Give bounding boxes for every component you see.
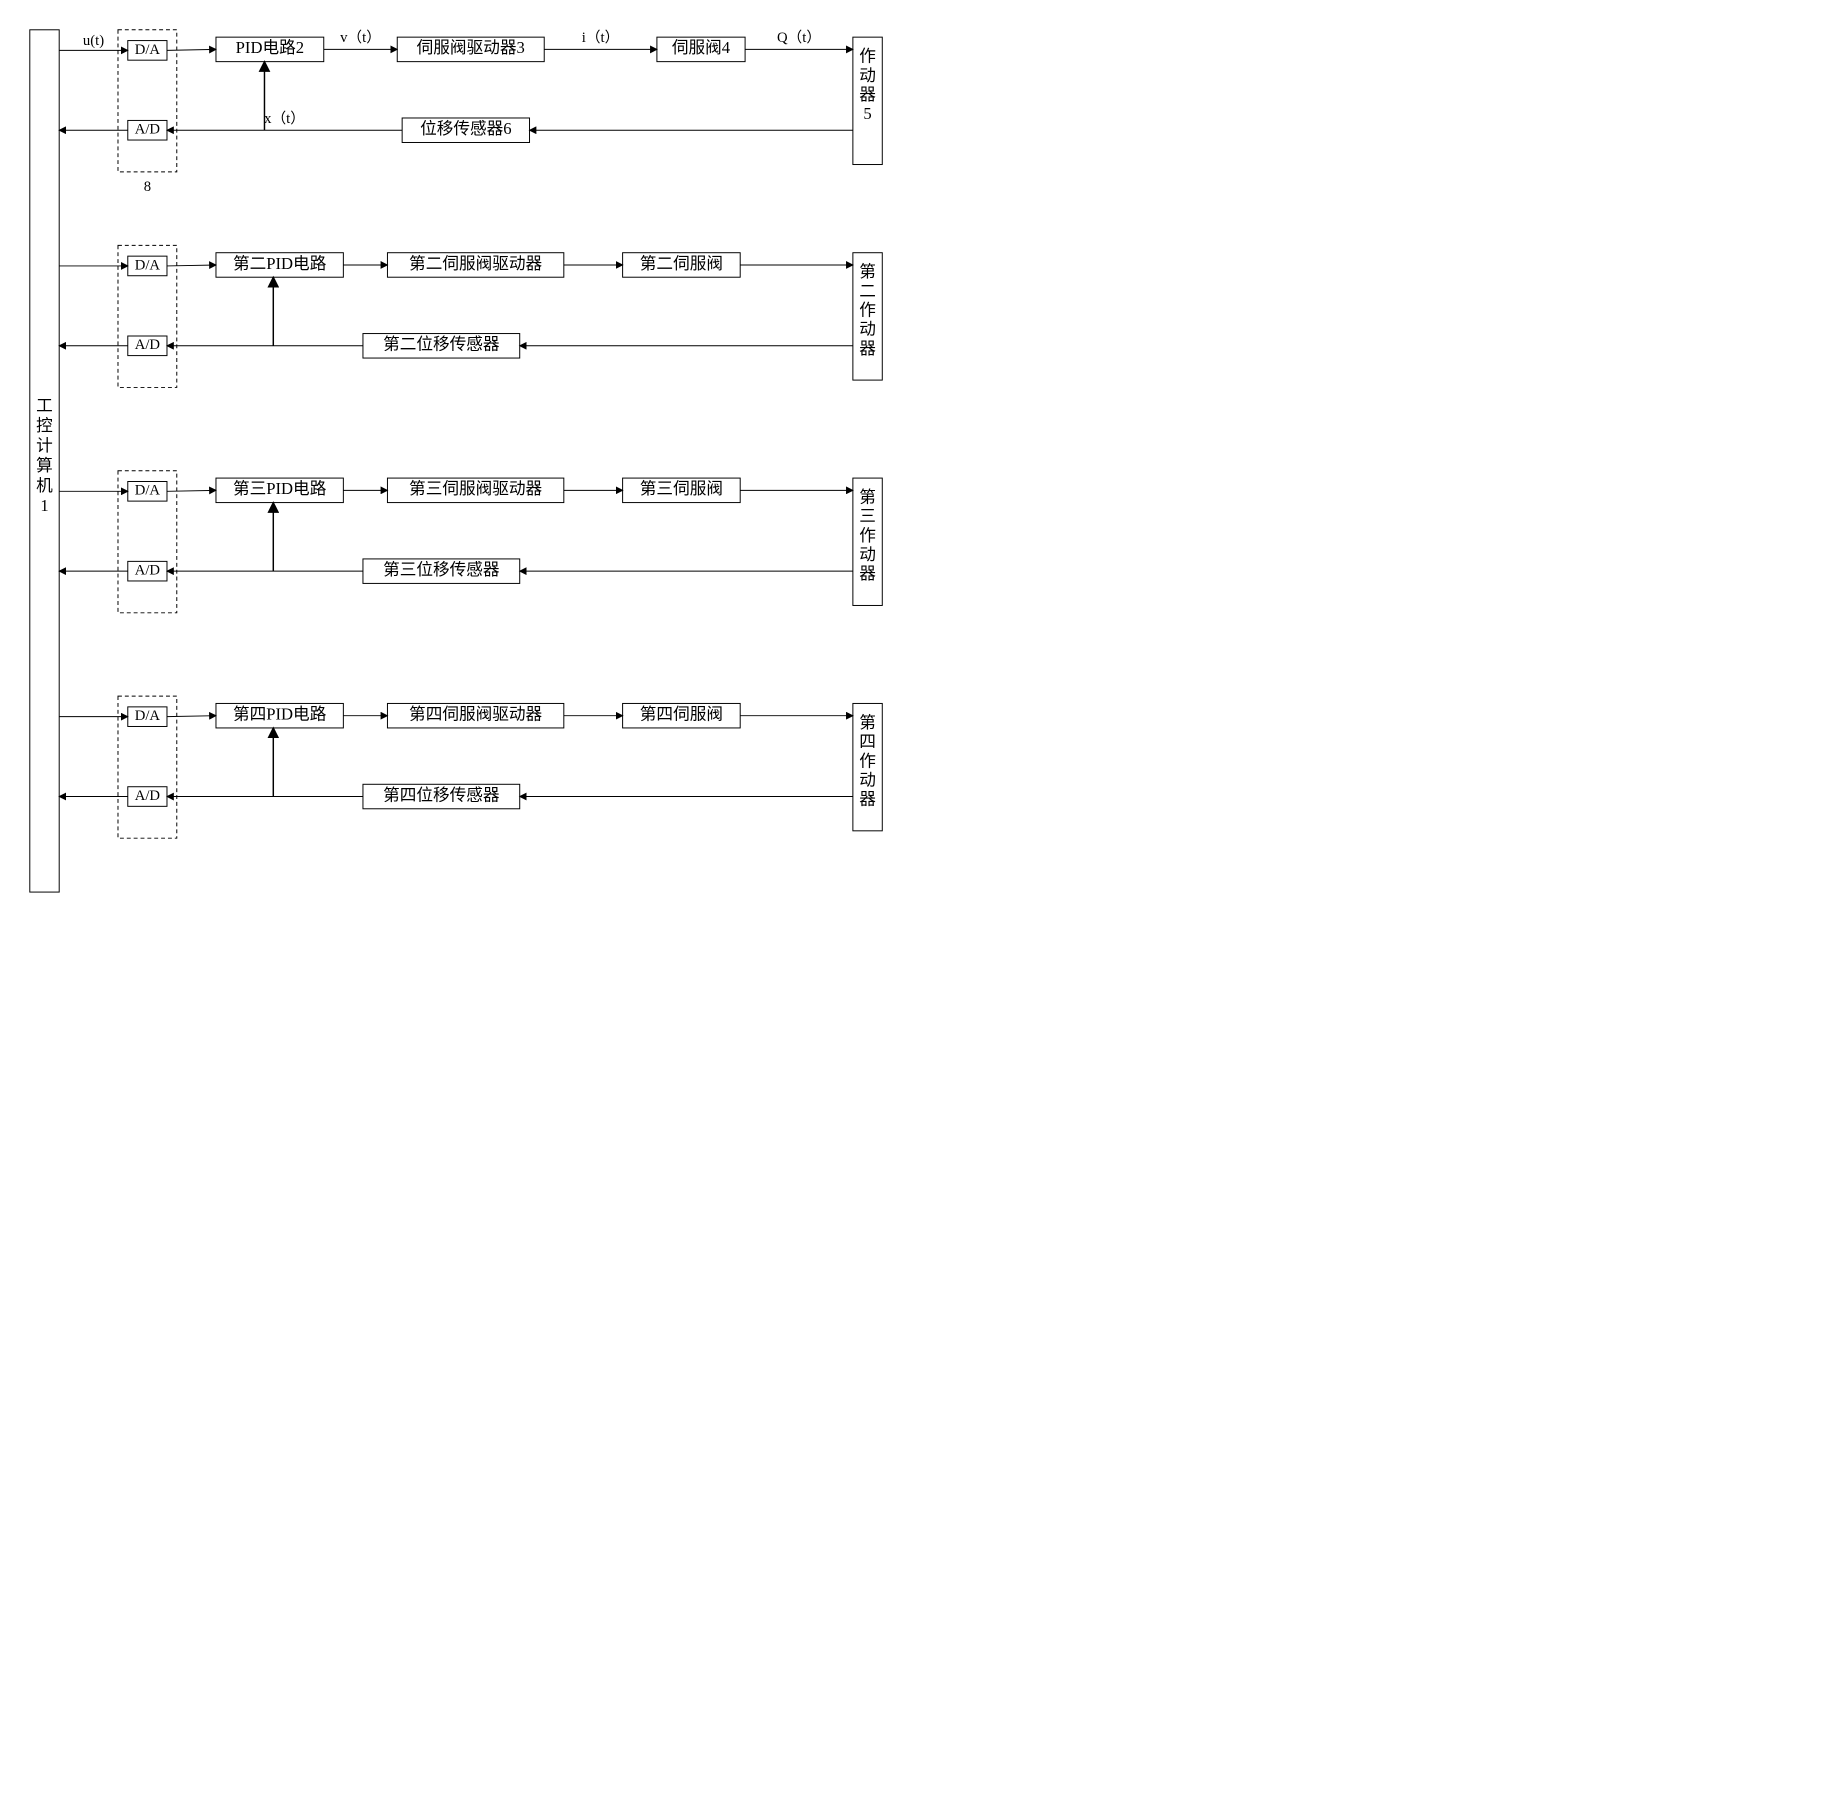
actuator-label-4-2: 作 <box>859 751 876 770</box>
pid-label-4: 第四PID电路 <box>233 705 327 724</box>
pid-label-2: 第二PID电路 <box>233 254 327 273</box>
valve-label-2: 第二伺服阀 <box>640 254 723 273</box>
arrow-da-pid-4 <box>167 716 216 717</box>
actuator-label-1-0: 作 <box>859 47 876 66</box>
da-label-4: D/A <box>135 708 161 724</box>
actuator-label-2-0: 第 <box>859 262 876 281</box>
actuator-label-2-4: 器 <box>859 339 876 358</box>
driver-label-1: 伺服阀驱动器3 <box>417 38 525 57</box>
sensor-label-4: 第四位移传感器 <box>383 785 500 804</box>
actuator-label-4-3: 动 <box>859 770 876 789</box>
pid-label-3: 第三PID电路 <box>233 479 327 498</box>
signal-u-1: u(t) <box>83 33 104 49</box>
da-label-3: D/A <box>135 483 161 499</box>
block-diagram: 工控计算机18D/AA/DPID电路2伺服阀驱动器3伺服阀4作动器5位移传感器6… <box>20 20 920 911</box>
da-label-2: D/A <box>135 257 161 273</box>
da-label-1: D/A <box>135 42 161 58</box>
driver-label-3: 第三伺服阀驱动器 <box>409 479 542 498</box>
sensor-label-2: 第二位移传感器 <box>383 335 500 354</box>
actuator-label-4-0: 第 <box>859 713 876 732</box>
arrow-da-pid-3 <box>167 490 216 491</box>
driver-label-2: 第二伺服阀驱动器 <box>409 254 542 273</box>
valve-label-3: 第三伺服阀 <box>640 479 723 498</box>
actuator-label-4-4: 器 <box>859 790 876 809</box>
actuator-label-2-2: 作 <box>859 301 876 320</box>
actuator-label-3-2: 作 <box>859 526 876 545</box>
sensor-label-3: 第三位移传感器 <box>383 560 500 579</box>
computer-label-0: 工 <box>36 396 53 415</box>
actuator-label-1-2: 器 <box>859 85 876 104</box>
actuator-label-3-4: 器 <box>859 564 876 583</box>
ad-label-4: A/D <box>135 788 161 804</box>
signal-x-1: x（t） <box>264 110 305 127</box>
actuator-label-2-1: 二 <box>859 281 876 300</box>
signal-i-1: i（t） <box>582 29 620 46</box>
arrow-da-pid-2 <box>167 265 216 266</box>
converter-group-label-1: 8 <box>144 179 151 195</box>
computer-label-2: 计 <box>36 436 53 455</box>
signal-q-1: Q（t） <box>777 29 821 46</box>
computer-label-4: 机 <box>36 476 53 495</box>
computer-label-1: 控 <box>36 416 53 435</box>
actuator-label-3-1: 三 <box>859 507 876 526</box>
ad-label-2: A/D <box>135 337 161 353</box>
computer-label-5: 1 <box>40 496 48 515</box>
ad-label-1: A/D <box>135 122 161 138</box>
valve-label-4: 第四伺服阀 <box>640 705 723 724</box>
arrow-da-pid-1 <box>167 49 216 50</box>
computer-label-3: 算 <box>36 456 53 475</box>
valve-label-1: 伺服阀4 <box>672 38 731 57</box>
pid-label-1: PID电路2 <box>236 38 304 57</box>
signal-v-1: v（t） <box>340 29 381 46</box>
actuator-label-1-3: 5 <box>863 104 871 123</box>
actuator-label-2-3: 动 <box>859 320 876 339</box>
driver-label-4: 第四伺服阀驱动器 <box>409 705 542 724</box>
ad-label-3: A/D <box>135 563 161 579</box>
sensor-label-1: 位移传感器6 <box>420 119 512 138</box>
actuator-label-3-3: 动 <box>859 545 876 564</box>
actuator-label-3-0: 第 <box>859 488 876 507</box>
actuator-label-4-1: 四 <box>859 732 876 751</box>
actuator-label-1-1: 动 <box>859 66 876 85</box>
